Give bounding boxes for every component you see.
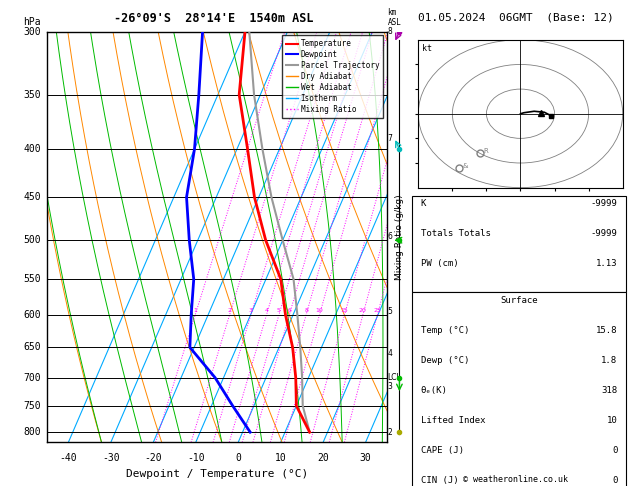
Text: 5: 5	[387, 307, 392, 316]
Text: 7: 7	[387, 134, 392, 143]
Text: 25: 25	[374, 308, 381, 312]
Text: R: R	[483, 148, 487, 154]
Text: 5: 5	[277, 308, 281, 312]
Text: Temp (°C): Temp (°C)	[421, 326, 469, 335]
Text: 6: 6	[287, 308, 291, 312]
Text: -30: -30	[102, 452, 120, 463]
Text: 400: 400	[23, 144, 41, 154]
Text: -9999: -9999	[591, 199, 617, 208]
Text: 0: 0	[235, 452, 241, 463]
Text: -26°09'S  28°14'E  1540m ASL: -26°09'S 28°14'E 1540m ASL	[114, 12, 314, 25]
Text: 450: 450	[23, 192, 41, 202]
Text: PW (cm): PW (cm)	[421, 259, 458, 268]
Text: 30: 30	[360, 452, 372, 463]
Text: 8: 8	[387, 27, 392, 36]
Text: 6: 6	[387, 232, 392, 241]
Legend: Temperature, Dewpoint, Parcel Trajectory, Dry Adiabat, Wet Adiabat, Isotherm, Mi: Temperature, Dewpoint, Parcel Trajectory…	[282, 35, 383, 118]
Text: 2: 2	[387, 428, 392, 437]
Text: -9999: -9999	[591, 229, 617, 238]
Text: 650: 650	[23, 342, 41, 352]
Text: K: K	[421, 199, 426, 208]
Text: 1.8: 1.8	[601, 356, 617, 364]
Text: Mixing Ratio (g/kg): Mixing Ratio (g/kg)	[395, 194, 404, 280]
Text: -20: -20	[145, 452, 162, 463]
Text: 8: 8	[304, 308, 308, 312]
Text: CAPE (J): CAPE (J)	[421, 446, 464, 454]
Text: 1: 1	[193, 308, 197, 312]
Text: 1.13: 1.13	[596, 259, 617, 268]
Text: © weatheronline.co.uk: © weatheronline.co.uk	[464, 474, 568, 484]
Text: 550: 550	[23, 274, 41, 284]
Text: 15.8: 15.8	[596, 326, 617, 335]
Text: 15: 15	[341, 308, 348, 312]
Text: Dewpoint / Temperature (°C): Dewpoint / Temperature (°C)	[126, 469, 308, 479]
Text: 2: 2	[228, 308, 231, 312]
Text: kt: kt	[423, 44, 432, 53]
Text: hPa: hPa	[23, 17, 41, 28]
Text: 20: 20	[359, 308, 367, 312]
Text: 350: 350	[23, 89, 41, 100]
Text: 10: 10	[316, 308, 323, 312]
Text: LCL: LCL	[387, 373, 401, 382]
Text: -10: -10	[187, 452, 204, 463]
Text: 500: 500	[23, 235, 41, 245]
Text: Totals Totals: Totals Totals	[421, 229, 491, 238]
Text: -40: -40	[60, 452, 77, 463]
Text: 600: 600	[23, 310, 41, 320]
Text: 0: 0	[612, 475, 617, 485]
Text: 750: 750	[23, 401, 41, 411]
Bar	[412, 196, 626, 293]
Text: θₑ(K): θₑ(K)	[421, 385, 447, 395]
Text: 700: 700	[23, 373, 41, 382]
Text: 318: 318	[601, 385, 617, 395]
Text: Dewp (°C): Dewp (°C)	[421, 356, 469, 364]
Bar	[412, 293, 626, 486]
Text: Lifted Index: Lifted Index	[421, 416, 485, 425]
Text: 3: 3	[387, 382, 392, 391]
Text: CIN (J): CIN (J)	[421, 475, 458, 485]
Text: 800: 800	[23, 427, 41, 437]
Text: 10: 10	[275, 452, 287, 463]
Text: km
ASL: km ASL	[387, 8, 401, 28]
Text: 4: 4	[265, 308, 269, 312]
Text: 0: 0	[612, 446, 617, 454]
Text: 01.05.2024  06GMT  (Base: 12): 01.05.2024 06GMT (Base: 12)	[418, 12, 614, 22]
Text: &: &	[462, 163, 468, 169]
Text: Surface: Surface	[500, 295, 538, 305]
Text: 4: 4	[387, 349, 392, 358]
Text: 10: 10	[606, 416, 617, 425]
Text: 300: 300	[23, 27, 41, 36]
Text: 20: 20	[317, 452, 329, 463]
Text: 3: 3	[249, 308, 253, 312]
